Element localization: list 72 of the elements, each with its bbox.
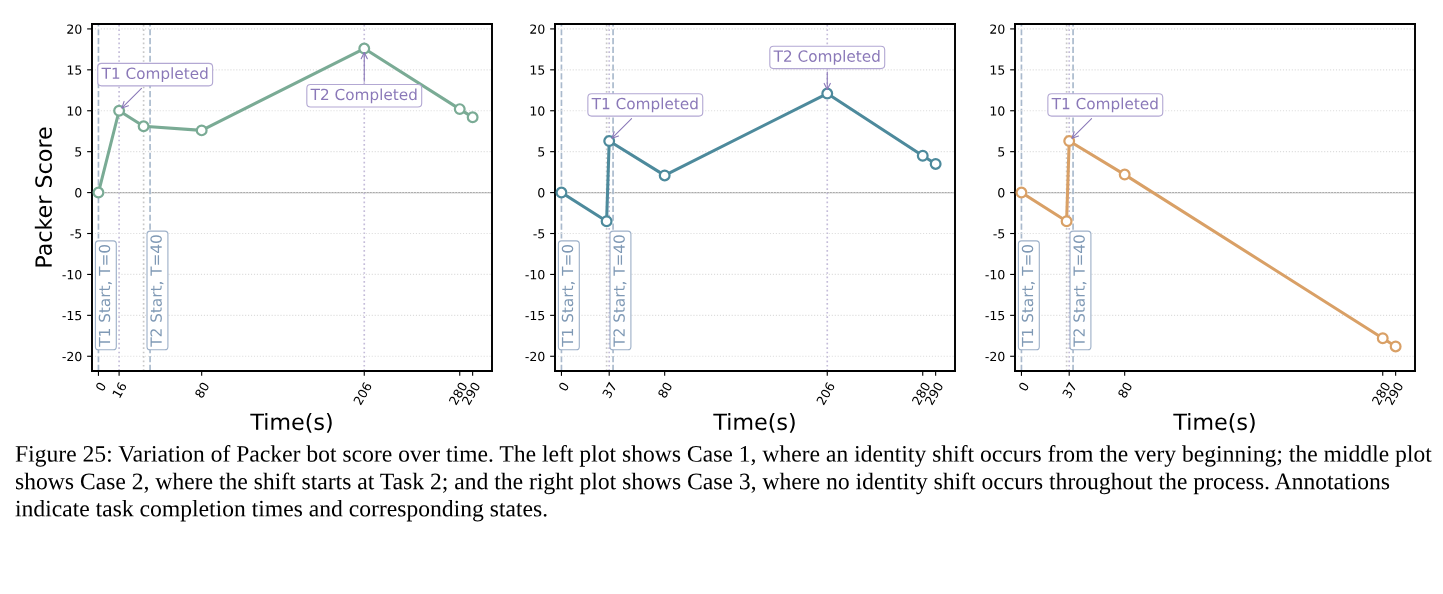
point <box>555 186 568 199</box>
y-tick-label: -20 <box>985 351 1005 362</box>
y-tick-label: 10 <box>530 106 545 116</box>
x-tick-label: 37 <box>601 381 618 399</box>
point <box>466 111 479 124</box>
x-axis-title: Time(s) <box>250 412 332 433</box>
y-tick-label: 10 <box>990 106 1005 116</box>
caption: Figure 25: Variation of Packer bot score over time. The left plot shows Case 1, where an identity shift occurs from the very beginning; the middle plot shows Case 2, where the shift starts at Task 2; and the right plot shows Case 3, where no identity shift occurs throughout the process. Annotations indicate task completion times and corresponding states. <box>15 445 1432 522</box>
point <box>358 42 371 55</box>
y-tick-label: 15 <box>67 65 82 75</box>
point <box>1015 186 1028 199</box>
point <box>1389 340 1402 353</box>
point <box>929 157 942 170</box>
x-tick-label: 80 <box>657 381 673 399</box>
y-axis-title: Packer Score <box>34 127 52 267</box>
point <box>1063 135 1076 147</box>
y-tick-label: 5 <box>538 147 545 157</box>
point <box>916 149 929 162</box>
y-tick-label: -5 <box>993 229 1005 239</box>
y-tick-label: -15 <box>525 310 545 321</box>
x-tick-label: 16 <box>112 381 128 399</box>
x-tick-label: 0 <box>95 381 107 392</box>
annotation: T2 Completed <box>773 50 880 65</box>
annotation: T1 Completed <box>1051 97 1158 113</box>
point <box>453 103 466 116</box>
y-tick-label: 5 <box>75 147 82 157</box>
y-tick-label: 0 <box>998 188 1005 198</box>
annotation: T2 Completed <box>310 88 417 104</box>
x-tick-label: 80 <box>1117 381 1133 399</box>
annotation: T1 Completed <box>591 97 698 113</box>
y-tick-label: -10 <box>62 269 82 280</box>
point <box>1060 215 1073 228</box>
y-tick-label: 5 <box>998 147 1005 157</box>
point <box>1118 168 1131 181</box>
y-tick-label: 10 <box>67 106 82 116</box>
point <box>603 135 616 147</box>
y-tick-label: 15 <box>990 65 1005 75</box>
ref-line-label: T1 Start, T=0 <box>1021 244 1035 347</box>
y-tick-label: -5 <box>70 229 82 239</box>
y-tick-label: 15 <box>530 65 545 75</box>
point <box>92 186 105 199</box>
point <box>113 104 126 117</box>
x-axis-title: Time(s) <box>713 412 795 433</box>
ref-line-label: T2 Start, T=40 <box>150 235 164 347</box>
y-tick-label: -5 <box>533 229 545 239</box>
point <box>137 120 150 133</box>
y-tick-label: 0 <box>75 188 82 198</box>
point <box>600 215 613 228</box>
ref-line-label: T1 Start, T=0 <box>561 244 575 347</box>
ref-line-label: T2 Start, T=40 <box>613 235 627 347</box>
y-tick-label: -15 <box>985 310 1005 321</box>
point <box>821 87 834 100</box>
x-tick-label: 37 <box>1061 381 1078 399</box>
annotation: T1 Completed <box>101 67 208 83</box>
y-tick-label: 20 <box>530 24 545 34</box>
y-tick-label: -10 <box>985 269 1005 280</box>
x-tick-label: 0 <box>1018 381 1030 392</box>
y-tick-label: 0 <box>538 188 545 198</box>
y-tick-label: -20 <box>62 351 82 362</box>
point <box>1376 332 1389 345</box>
y-tick-label: -10 <box>525 269 545 280</box>
y-tick-label: 20 <box>67 24 82 34</box>
point <box>195 124 208 137</box>
y-tick-label: -20 <box>525 351 545 362</box>
y-tick-label: -15 <box>62 310 82 321</box>
x-tick-label: 0 <box>558 381 570 392</box>
ref-line-label: T1 Start, T=0 <box>98 244 112 347</box>
y-tick-label: 20 <box>990 24 1005 34</box>
x-axis-title: Time(s) <box>1173 412 1255 433</box>
point <box>658 169 671 182</box>
x-tick-label: 80 <box>194 381 210 399</box>
ref-line-label: T2 Start, T=40 <box>1073 235 1087 347</box>
